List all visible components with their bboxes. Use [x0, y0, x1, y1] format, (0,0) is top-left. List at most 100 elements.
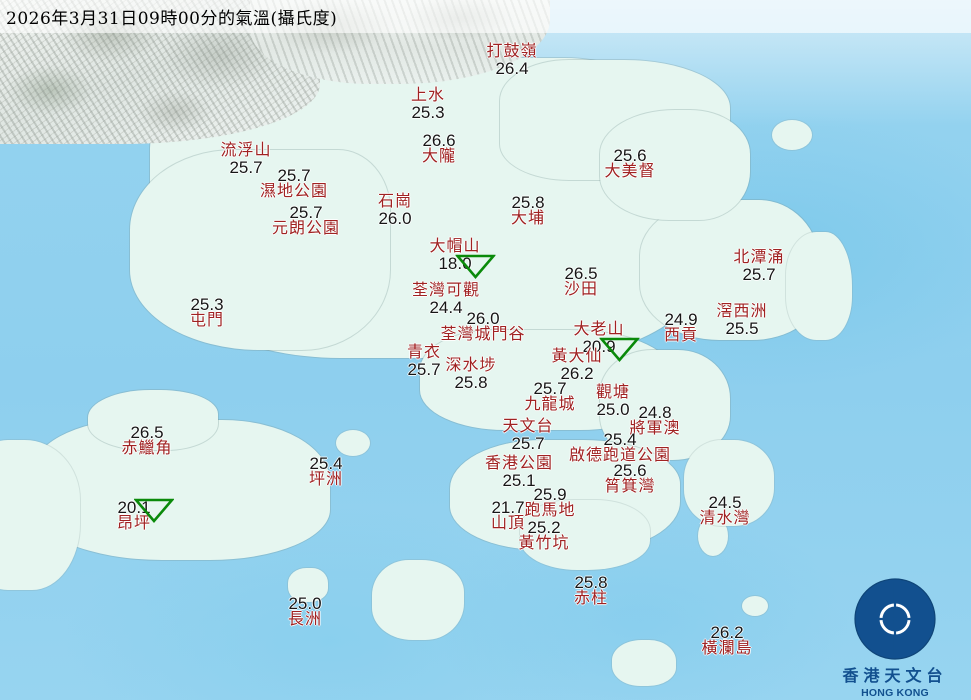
station-name: 跑馬地: [524, 502, 576, 519]
station-label-沙田[interactable]: 沙田 26.5: [564, 265, 598, 298]
station-name: 將軍澳: [629, 420, 681, 437]
station-temperature-value: 25.8: [511, 193, 545, 212]
station-label-觀塘[interactable]: 觀塘 25.0: [595, 384, 631, 419]
station-temperature-value: 25.2: [527, 518, 561, 537]
station-name: 青衣: [406, 344, 442, 361]
landmass-ninepin-area: [786, 232, 852, 340]
station-temperature-value: 21.7: [491, 498, 525, 517]
station-name: 荃灣城門谷: [440, 326, 526, 343]
station-name: 荃灣可觀: [411, 282, 481, 299]
station-temperature-value: 26.0: [378, 209, 412, 228]
station-temperature-value: 25.7: [511, 434, 545, 453]
station-label-清水灣[interactable]: 清水灣 24.5: [699, 494, 750, 527]
station-temperature-value: 26.2: [710, 623, 744, 642]
station-name: 赤鱲角: [121, 440, 173, 457]
station-label-長洲[interactable]: 長洲 25.0: [288, 595, 322, 628]
station-label-坪洲[interactable]: 坪洲 25.4: [309, 455, 343, 488]
station-temperature-value: 26.0: [466, 309, 500, 328]
station-label-石崗[interactable]: 石崗 26.0: [377, 193, 413, 228]
station-name: 大帽山: [429, 238, 481, 255]
station-temperature-value: 25.7: [277, 166, 311, 185]
station-label-黃竹坑[interactable]: 黃竹坑 25.2: [518, 519, 569, 552]
station-temperature-value: 25.6: [613, 146, 647, 165]
station-label-九龍城[interactable]: 九龍城 25.7: [524, 380, 575, 413]
station-label-天文台[interactable]: 天文台 25.7: [502, 418, 554, 453]
station-temperature-value: 25.9: [533, 485, 567, 504]
station-temperature-value: 26.2: [560, 364, 594, 383]
station-label-香港公園[interactable]: 香港公園 25.1: [484, 455, 554, 490]
station-temperature-value: 25.5: [725, 319, 759, 338]
station-temperature-value: 25.7: [533, 379, 567, 398]
station-name: 北潭涌: [733, 249, 785, 266]
station-label-西貢[interactable]: 西貢 24.9: [664, 311, 698, 344]
station-name: 香港公園: [484, 455, 554, 472]
station-label-跑馬地[interactable]: 跑馬地 25.9: [524, 486, 575, 519]
station-temperature-value: 25.0: [288, 594, 322, 613]
station-label-屯門[interactable]: 屯門 25.3: [190, 296, 224, 329]
landmass-cheung-chau: [288, 568, 328, 602]
station-label-將軍澳[interactable]: 將軍澳 24.8: [629, 404, 680, 437]
station-label-赤鱲角[interactable]: 赤鱲角 26.5: [121, 424, 172, 457]
station-label-打鼓嶺[interactable]: 打鼓嶺 26.4: [486, 44, 537, 78]
landmass-clearwater-bay-pen: [684, 440, 774, 526]
station-label-黃大仙[interactable]: 黃大仙 26.2: [551, 348, 603, 383]
station-label-深水埗[interactable]: 深水埗 25.8: [445, 357, 497, 392]
station-temperature-value: 18.0: [438, 254, 472, 273]
hko-logo: 香港天文台 HONG KONG OBSERVATORY: [827, 578, 963, 700]
station-label-橫瀾島[interactable]: 橫瀾島 26.2: [701, 624, 752, 657]
station-name: 流浮山: [220, 142, 272, 159]
map-title-bar: 2026年3月31日09時00分的氣溫(攝氏度): [0, 0, 971, 33]
station-name: 觀塘: [595, 384, 631, 401]
station-temperature-value: 20.1: [117, 498, 151, 517]
landmass-peng-chau: [336, 430, 370, 456]
station-name: 大隴: [421, 148, 457, 165]
landmass-po-toi: [612, 640, 676, 686]
station-label-滘西洲[interactable]: 滘西洲 25.5: [716, 304, 767, 338]
station-label-啟德跑道公園[interactable]: 啟德跑道公園 25.4: [569, 431, 671, 464]
station-name: 天文台: [502, 418, 554, 435]
station-label-上水[interactable]: 上水 25.3: [410, 87, 446, 122]
station-label-青衣[interactable]: 青衣 25.7: [406, 344, 442, 379]
station-label-大帽山[interactable]: 大帽山 18.0: [429, 238, 495, 279]
landmass-nt-west: [130, 150, 390, 350]
station-label-流浮山[interactable]: 流浮山 25.7: [220, 142, 272, 177]
station-name: 昂坪: [116, 515, 152, 532]
landmass-lantau-west: [0, 440, 80, 590]
landmass-chek-lap-kok: [88, 390, 218, 450]
landmass-lamma: [372, 560, 464, 640]
station-label-濕地公園[interactable]: 濕地公園 25.7: [260, 167, 328, 200]
landmass-tap-mun: [772, 120, 812, 150]
station-label-昂坪[interactable]: 昂坪 20.1: [116, 498, 174, 532]
station-name: 坪洲: [308, 471, 344, 488]
station-label-大老山[interactable]: 大老山 20.9: [573, 321, 639, 362]
station-label-荃灣城門谷[interactable]: 荃灣城門谷 26.0: [440, 310, 525, 343]
station-label-大隴[interactable]: 大隴 26.6: [422, 132, 456, 165]
station-name: 筲箕灣: [604, 478, 656, 495]
station-label-筲箕灣[interactable]: 筲箕灣 25.6: [604, 462, 655, 495]
station-name: 大埔: [510, 210, 546, 227]
station-name: 上水: [410, 87, 446, 104]
station-label-大埔[interactable]: 大埔 25.8: [511, 194, 545, 227]
station-name: 黃大仙: [551, 348, 603, 365]
station-label-元朗公園[interactable]: 元朗公園 25.7: [272, 204, 340, 237]
station-name: 石崗: [377, 193, 413, 210]
station-name: 深水埗: [445, 357, 497, 374]
station-label-荃灣可觀[interactable]: 荃灣可觀 24.4: [411, 282, 481, 317]
station-name: 赤柱: [573, 590, 609, 607]
station-name: 橫瀾島: [701, 640, 753, 657]
station-temperature-value: 24.4: [429, 298, 463, 317]
station-label-北潭涌[interactable]: 北潭涌 25.7: [733, 249, 785, 284]
landmass-waglan: [742, 596, 768, 616]
station-label-赤柱[interactable]: 赤柱 25.8: [574, 574, 608, 607]
station-name: 長洲: [287, 611, 323, 628]
station-label-大美督[interactable]: 大美督 25.6: [604, 147, 655, 180]
station-label-山頂[interactable]: 山頂 21.7: [491, 499, 525, 532]
station-temperature-value: 26.6: [422, 131, 456, 150]
station-temperature-value: 25.7: [229, 158, 263, 177]
station-name: 九龍城: [524, 396, 576, 413]
station-temperature-value: 26.5: [130, 423, 164, 442]
station-temperature-value: 25.6: [613, 461, 647, 480]
station-temperature-value: 25.4: [309, 454, 343, 473]
station-name: 大老山: [573, 321, 625, 338]
